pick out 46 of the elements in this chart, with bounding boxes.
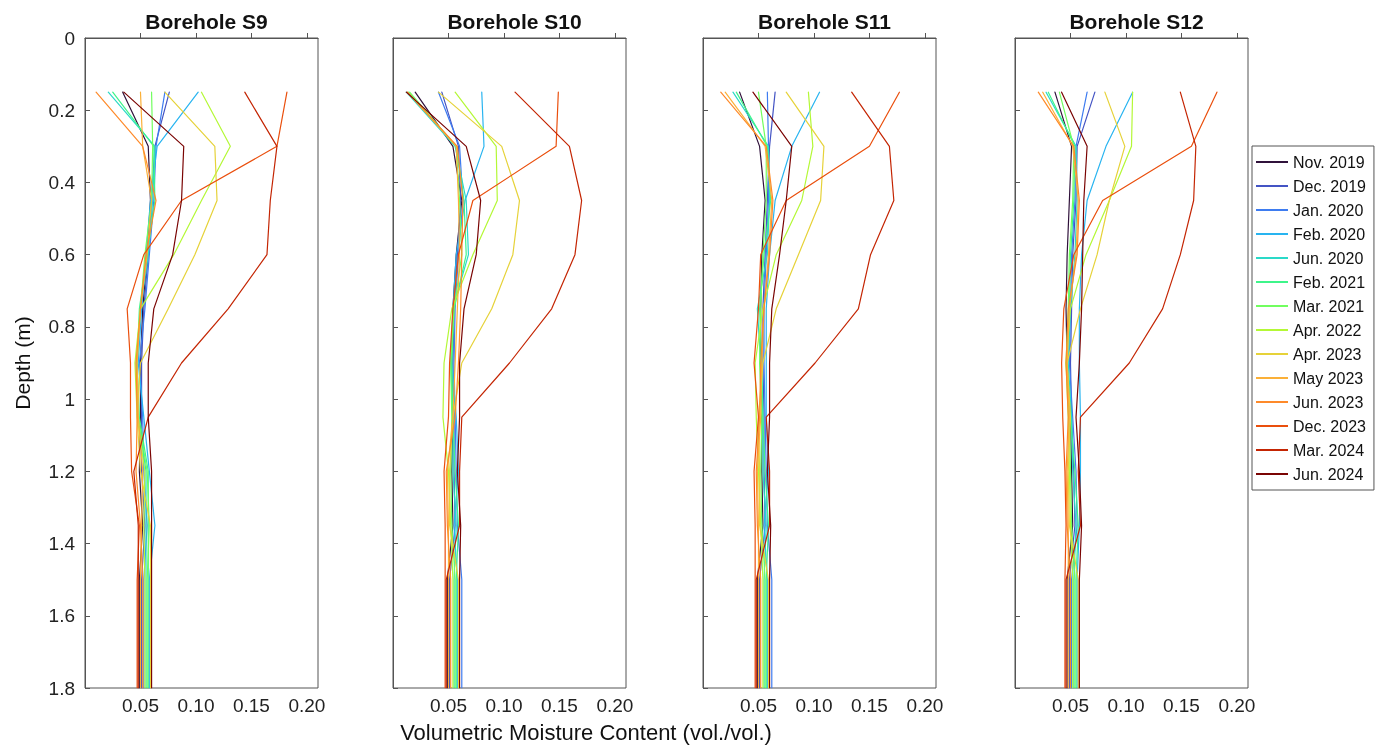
legend-label: Mar. 2021 (1293, 297, 1365, 315)
y-tick-label: 0.6 (48, 244, 75, 266)
legend-label: Dec. 2019 (1293, 177, 1367, 195)
legend-label: Mar. 2024 (1293, 441, 1365, 459)
x-tick-label: 0.20 (596, 695, 634, 716)
x-tick-label: 0.05 (121, 695, 159, 716)
x-tick-label: 0.05 (739, 695, 777, 716)
y-tick-label: 0 (64, 27, 75, 49)
x-tick-label: 0.05 (1051, 695, 1089, 716)
y-tick-label: 1.8 (48, 677, 75, 699)
x-tick-label: 0.15 (850, 695, 888, 716)
y-tick-label: 1.6 (48, 605, 75, 627)
chart-title: Borehole S12 (1069, 10, 1204, 33)
x-axis-title: Volumetric Moisture Content (vol./vol.) (399, 720, 773, 746)
x-tick-label: 0.20 (906, 695, 944, 716)
legend-label: Jan. 2020 (1293, 201, 1364, 219)
x-tick-label: 0.10 (177, 695, 215, 716)
x-tick-label: 0.15 (540, 695, 578, 716)
x-tick-label: 0.20 (288, 695, 326, 716)
legend-label: Dec. 2023 (1293, 417, 1367, 435)
legend-label: Apr. 2022 (1293, 321, 1362, 339)
chart-title: Borehole S10 (447, 10, 582, 33)
x-tick-label: 0.05 (429, 695, 467, 716)
legend-label: Jun. 2024 (1293, 465, 1364, 483)
legend-label: Feb. 2020 (1293, 225, 1366, 243)
x-tick-label: 0.10 (485, 695, 523, 716)
legend-label: Feb. 2021 (1293, 273, 1366, 291)
y-tick-label: 1.4 (48, 533, 76, 555)
legend-label: Apr. 2023 (1293, 345, 1362, 363)
legend-label: Jun. 2020 (1293, 249, 1364, 267)
y-tick-label: 1 (64, 388, 75, 410)
legend-label: Nov. 2019 (1293, 153, 1365, 171)
legend-label: Jun. 2023 (1293, 393, 1364, 411)
x-tick-label: 0.15 (1162, 695, 1200, 716)
x-tick-label: 0.10 (1107, 695, 1145, 716)
x-tick-label: 0.20 (1218, 695, 1256, 716)
x-tick-label: 0.10 (795, 695, 833, 716)
y-axis-title: Depth (m) (11, 316, 34, 410)
y-tick-label: 0.8 (48, 316, 75, 338)
chart-title: Borehole S9 (145, 10, 268, 33)
y-tick-label: 0.2 (48, 99, 75, 121)
legend-label: May 2023 (1293, 369, 1364, 387)
y-tick-label: 1.2 (48, 460, 75, 482)
x-tick-label: 0.15 (232, 695, 270, 716)
y-tick-label: 0.4 (48, 171, 76, 193)
chart-title: Borehole S11 (757, 10, 892, 33)
